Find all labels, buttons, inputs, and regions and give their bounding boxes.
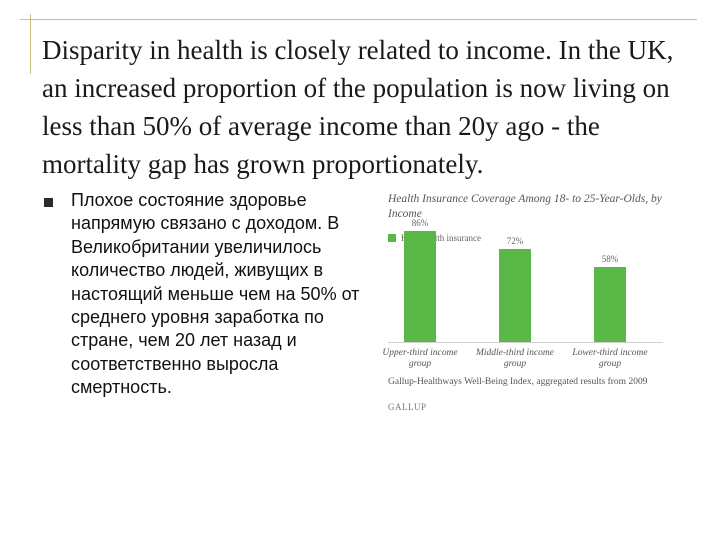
income-health-chart: Health Insurance Coverage Among 18- to 2… (380, 188, 680, 413)
legend-label: Have health insurance (401, 233, 481, 243)
bullet-text: Плохое состояние здоровье напрямую связа… (71, 190, 360, 398)
category-label: Lower-third income group (572, 348, 648, 369)
category-label: Middle-third income group (475, 348, 554, 369)
chart-baseline (388, 342, 663, 343)
category-label: Upper-third income group (382, 348, 458, 369)
bar-value-label: 86% (411, 217, 429, 228)
bar-value-label: 58% (601, 253, 619, 264)
top-divider (20, 19, 697, 20)
left-accent-line (30, 14, 31, 74)
chart-legend: Have health insurance (388, 232, 481, 244)
bar-lower-income (594, 266, 626, 342)
bar-value-label: 72% (506, 235, 524, 246)
legend-swatch (388, 234, 396, 242)
bar-upper-income (404, 230, 436, 342)
bullet-marker-icon (44, 198, 53, 207)
slide-title: Disparity in health is closely related t… (42, 35, 674, 179)
bar-middle-income (499, 248, 531, 342)
chart-source: Gallup-Healthways Well-Being Index, aggr… (388, 377, 648, 387)
gallup-logo: GALLUP (388, 402, 427, 412)
chart-title: Health Insurance Coverage Among 18- to 2… (388, 193, 662, 220)
